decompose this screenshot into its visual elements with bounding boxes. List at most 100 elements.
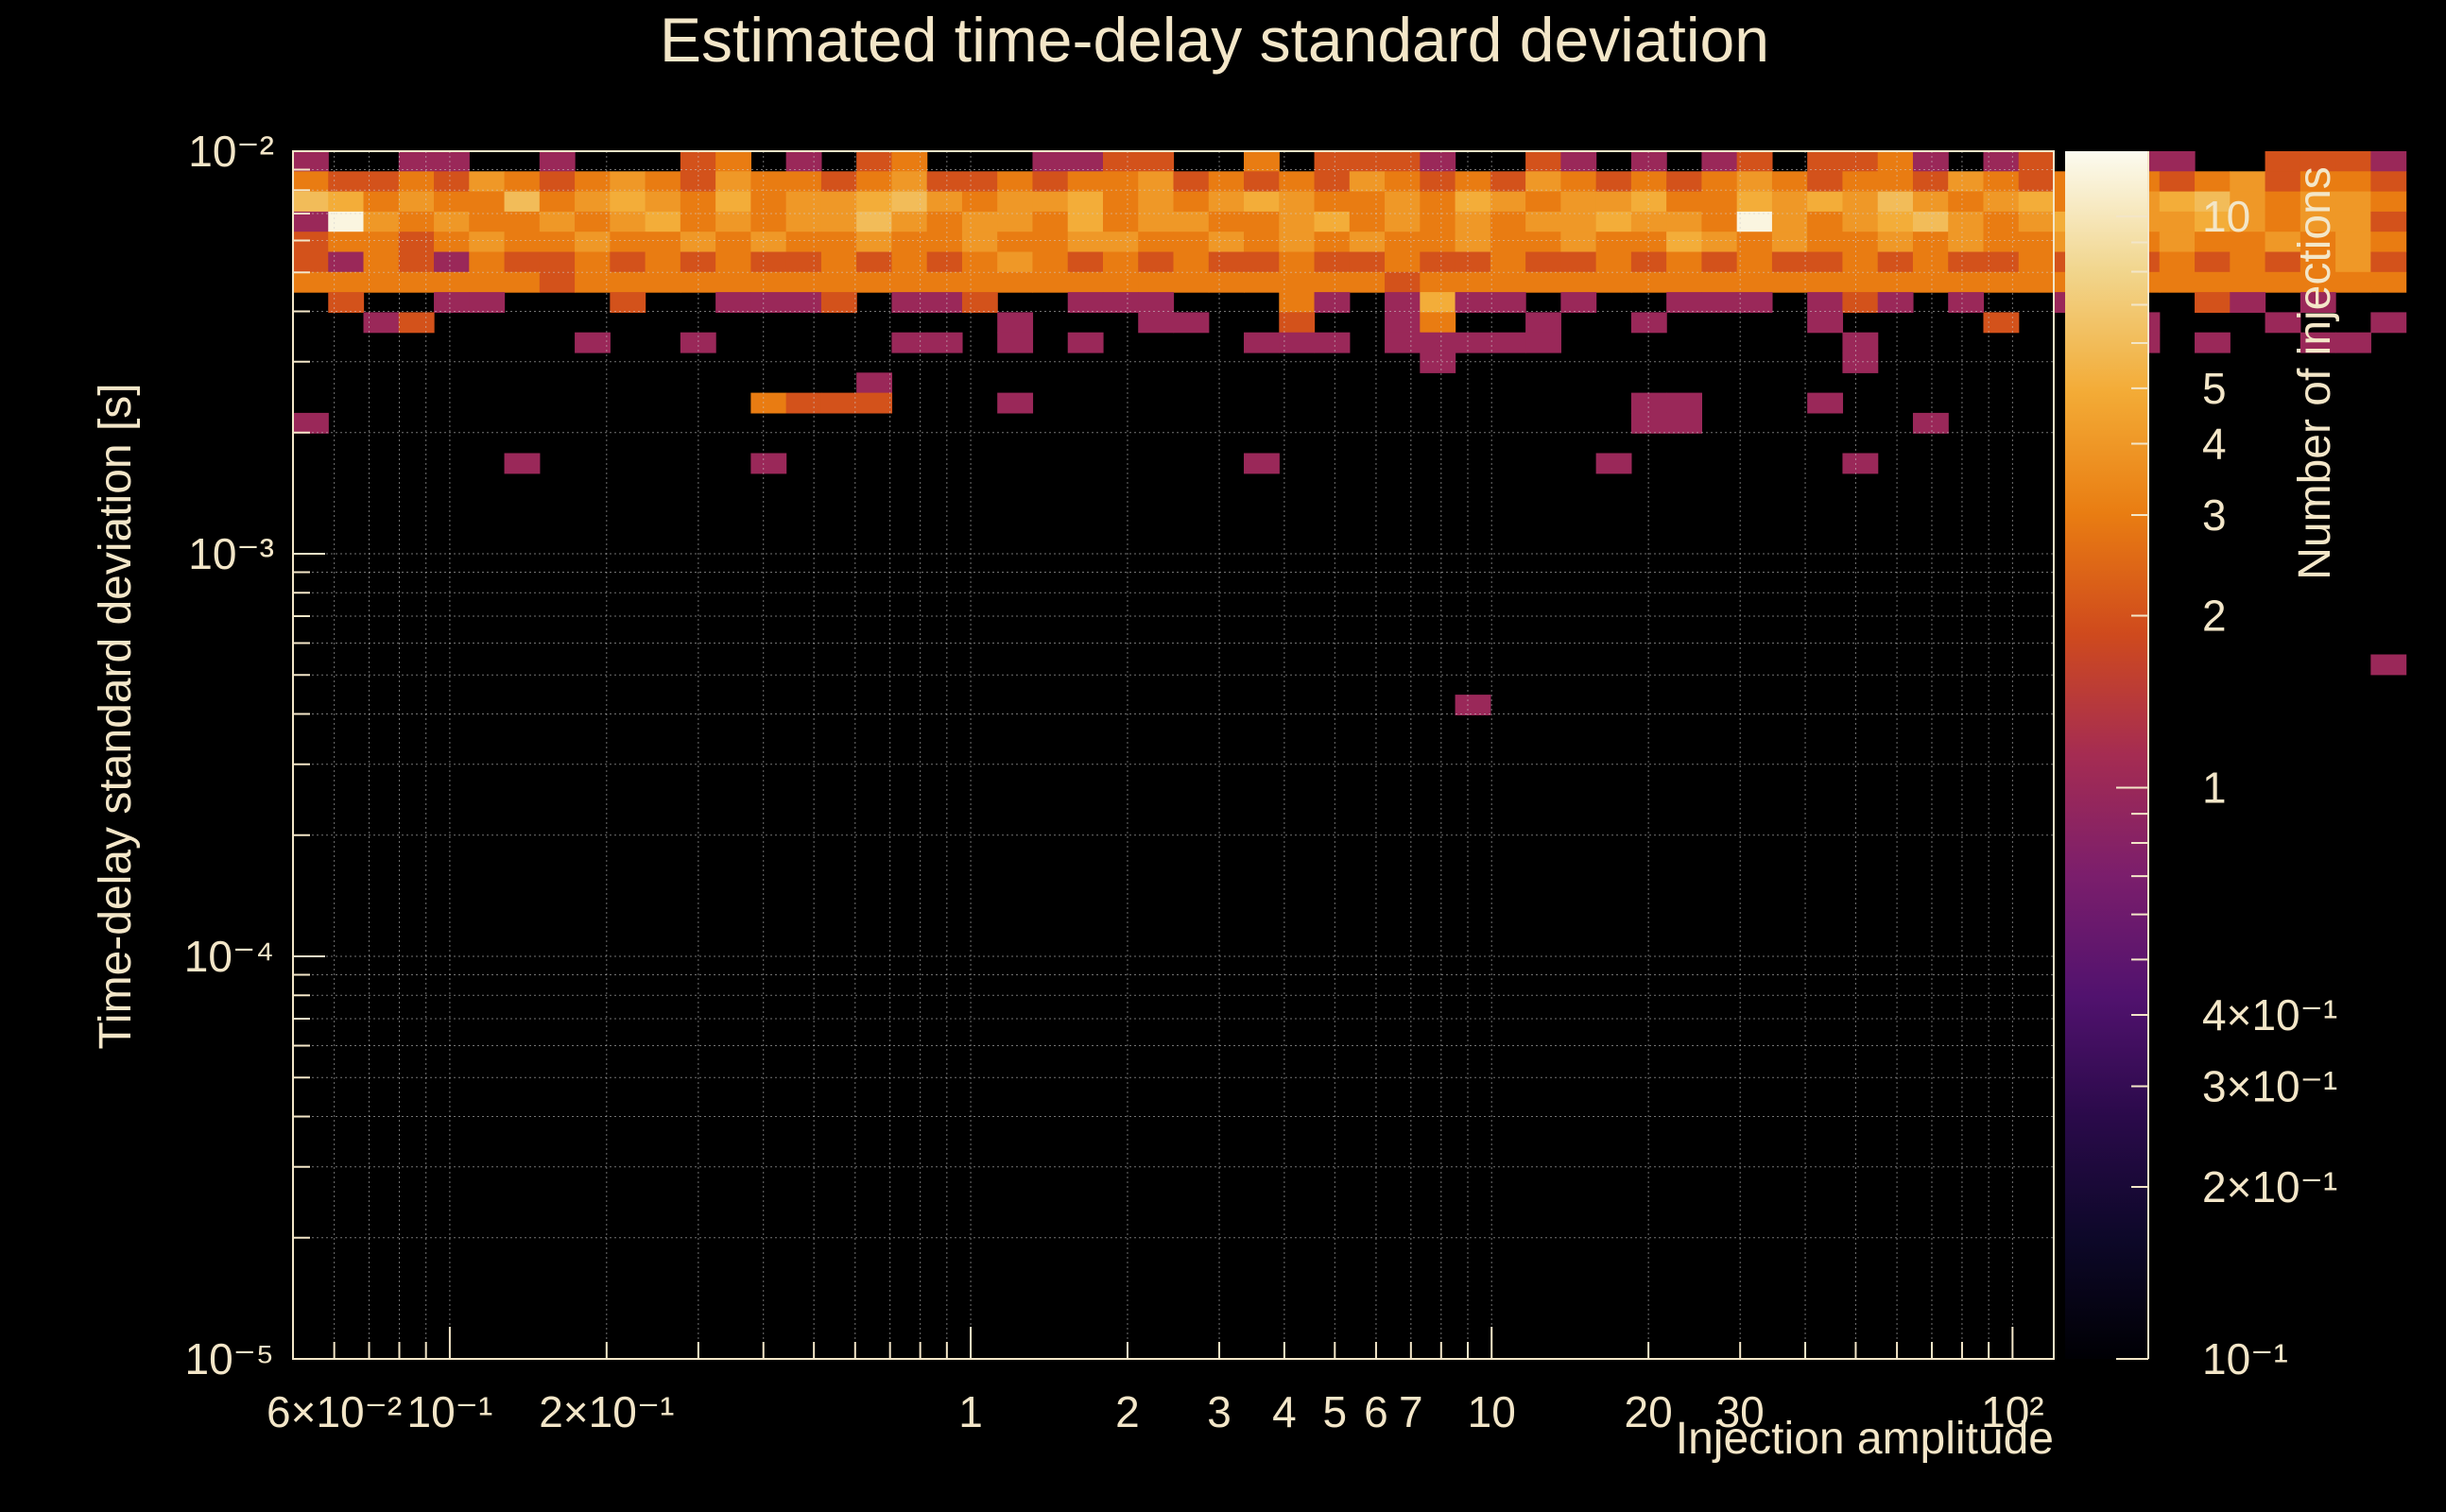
heatmap-cell bbox=[1771, 171, 1808, 193]
heatmap-cell bbox=[997, 232, 1034, 253]
heatmap-cell bbox=[1842, 232, 1879, 253]
heatmap-cell bbox=[1314, 232, 1351, 253]
heatmap-cell bbox=[1420, 332, 1456, 353]
heatmap-cell bbox=[1630, 271, 1667, 293]
heatmap-cell bbox=[820, 251, 857, 273]
heatmap-cell bbox=[1173, 251, 1210, 273]
heatmap-cell bbox=[785, 151, 822, 172]
heatmap-cell bbox=[1842, 453, 1879, 474]
heatmap-cell bbox=[820, 171, 857, 193]
heatmap-cell bbox=[1067, 332, 1104, 353]
y-tick-label: 10⁻⁵ bbox=[184, 1334, 274, 1383]
heatmap-cell bbox=[1490, 332, 1526, 353]
heatmap-cell bbox=[785, 271, 822, 293]
heatmap-cell bbox=[1455, 171, 1491, 193]
heatmap-cell bbox=[1032, 211, 1069, 232]
heatmap-cell bbox=[1455, 232, 1491, 253]
heatmap-cell bbox=[1102, 271, 1139, 293]
heatmap-cell bbox=[1701, 211, 1738, 232]
heatmap-cell bbox=[1455, 251, 1491, 273]
heatmap-cell bbox=[1102, 171, 1139, 193]
heatmap-cell bbox=[1349, 151, 1386, 172]
heatmap-cell bbox=[2300, 232, 2336, 253]
heatmap-cell bbox=[1385, 312, 1421, 334]
heatmap-cell bbox=[997, 211, 1034, 232]
heatmap-cell bbox=[434, 232, 470, 253]
heatmap-cell bbox=[1630, 191, 1667, 213]
heatmap-cell bbox=[926, 332, 963, 353]
heatmap-cell bbox=[785, 392, 822, 414]
heatmap-cell bbox=[1279, 191, 1316, 213]
heatmap-cell bbox=[2265, 271, 2301, 293]
heatmap-cell bbox=[328, 232, 365, 253]
heatmap-cell bbox=[1138, 211, 1175, 232]
heatmap-cell bbox=[926, 191, 963, 213]
heatmap-cell bbox=[1067, 292, 1104, 313]
heatmap-cell bbox=[1067, 151, 1104, 172]
heatmap-cell bbox=[293, 251, 329, 273]
heatmap-cell bbox=[680, 171, 716, 193]
heatmap-cell bbox=[1948, 232, 1985, 253]
heatmap-cell bbox=[2230, 211, 2266, 232]
heatmap-cell bbox=[1842, 352, 1879, 373]
heatmap-cell bbox=[1173, 271, 1210, 293]
heatmap-cell bbox=[856, 392, 893, 414]
heatmap-cell bbox=[1032, 191, 1069, 213]
heatmap-cell bbox=[856, 271, 893, 293]
heatmap-cell bbox=[2159, 151, 2196, 172]
heatmap-cell bbox=[1279, 211, 1316, 232]
heatmap-cell bbox=[1736, 211, 1773, 232]
heatmap-cell bbox=[539, 251, 576, 273]
heatmap-cell bbox=[1948, 251, 1985, 273]
heatmap-cell bbox=[469, 271, 506, 293]
heatmap-cell bbox=[891, 211, 928, 232]
heatmap-cell bbox=[856, 232, 893, 253]
heatmap-cell bbox=[539, 232, 576, 253]
colorbar-ticks: 10⁻¹ 2×10⁻¹ 3×10⁻¹ 4×10⁻¹ 1 2 3 4 5 10 bbox=[2116, 192, 2337, 1383]
heatmap-cell bbox=[750, 211, 787, 232]
heatmap-cell bbox=[469, 191, 506, 213]
heatmap-cell bbox=[398, 211, 435, 232]
heatmap-cell bbox=[1314, 251, 1351, 273]
x-tick-label: 7 bbox=[1399, 1387, 1423, 1436]
heatmap-cell bbox=[2018, 151, 2055, 172]
heatmap-cell bbox=[1948, 191, 1985, 213]
heatmap-cell bbox=[1630, 151, 1667, 172]
heatmap-cell bbox=[1842, 292, 1879, 313]
heatmap-cell bbox=[2195, 232, 2231, 253]
heatmap-cell bbox=[1912, 251, 1949, 273]
heatmap-cell bbox=[1877, 251, 1914, 273]
heatmap-cell bbox=[398, 232, 435, 253]
heatmap-cell bbox=[610, 292, 646, 313]
heatmap-cell bbox=[750, 251, 787, 273]
colorbar-tick-label: 3×10⁻¹ bbox=[2202, 1062, 2337, 1111]
heatmap-cell bbox=[1736, 232, 1773, 253]
heatmap-cell bbox=[1279, 171, 1316, 193]
heatmap-cell bbox=[2018, 232, 2055, 253]
heatmap-cell bbox=[891, 332, 928, 353]
heatmap-cell bbox=[1314, 171, 1351, 193]
heatmap-cell bbox=[1067, 191, 1104, 213]
heatmap-cell bbox=[2335, 211, 2371, 232]
heatmap-cell bbox=[363, 191, 400, 213]
heatmap-cell bbox=[2370, 232, 2407, 253]
heatmap-cell bbox=[1983, 191, 2020, 213]
heatmap-cell bbox=[504, 232, 541, 253]
heatmap-cell bbox=[1420, 292, 1456, 313]
heatmap-cell bbox=[750, 453, 787, 474]
colorbar-tick-label: 2×10⁻¹ bbox=[2202, 1162, 2337, 1211]
heatmap-cell bbox=[1736, 171, 1773, 193]
colorbar-tick-label: 3 bbox=[2202, 490, 2227, 540]
heatmap-cell bbox=[293, 271, 329, 293]
heatmap-cell bbox=[434, 151, 470, 172]
heatmap-cell bbox=[997, 171, 1034, 193]
y-tick-label: 10⁻⁴ bbox=[184, 932, 274, 981]
heatmap-cell bbox=[2230, 271, 2266, 293]
heatmap-cell bbox=[891, 292, 928, 313]
heatmap-cell bbox=[1912, 412, 1949, 434]
heatmap-cell bbox=[2335, 332, 2371, 353]
heatmap-cell bbox=[1807, 251, 1844, 273]
heatmap-cell bbox=[2265, 191, 2301, 213]
x-tick-label: 6 bbox=[1364, 1387, 1388, 1436]
